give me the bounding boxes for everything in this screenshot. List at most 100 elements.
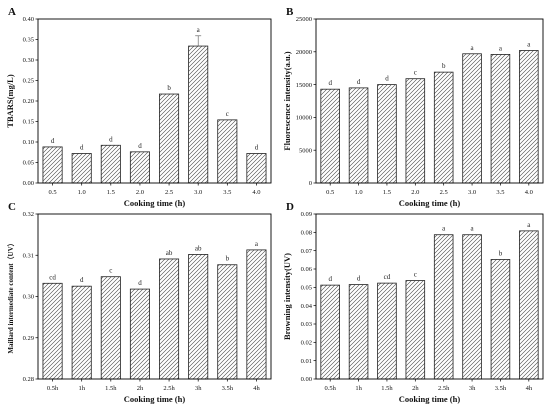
y-tick-label-d-5: 0.05 bbox=[301, 285, 312, 292]
x-tick-label-b-5: 3.0 bbox=[468, 189, 476, 196]
sig-letter-a-1: d bbox=[80, 143, 84, 151]
bar-d-0 bbox=[320, 284, 340, 380]
sig-letter-b-2: d bbox=[385, 75, 389, 83]
sig-letter-a-0: d bbox=[51, 137, 55, 145]
sig-letter-d-2: cd bbox=[384, 273, 391, 281]
bar-a-4 bbox=[159, 93, 180, 184]
x-tick-label-b-0: 0.5 bbox=[326, 189, 334, 196]
bar-b-5 bbox=[462, 53, 482, 184]
chart-panel-a: Ad 0.5 d 1.0 d 1.5 d 2.0 b 2.5 a 3.0 c 3.5 d 4.0 0.00 0.0… bbox=[5, 6, 272, 208]
y-tick-label-a-6: 0.30 bbox=[23, 57, 34, 64]
x-axis-title-c: Cooking time (h) bbox=[124, 394, 186, 404]
sig-letter-a-6: c bbox=[226, 110, 229, 118]
sig-letter-d-1: d bbox=[357, 275, 361, 283]
x-axis-title-a: Cooking time (h) bbox=[124, 198, 186, 208]
y-tick-label-c-3: 0.31 bbox=[23, 252, 34, 259]
bar-b-2 bbox=[377, 84, 397, 184]
x-axis-title-b: Cooking time (h) bbox=[399, 198, 461, 208]
sig-letter-c-5: ab bbox=[195, 244, 202, 252]
bar-c-7 bbox=[246, 249, 267, 380]
x-tick-label-c-4: 2.5h bbox=[163, 385, 175, 392]
bar-a-7 bbox=[246, 153, 267, 184]
sig-letter-a-7: d bbox=[255, 143, 259, 151]
chart-panel-b: Bd 0.5 d 1.0 d 1.5 c 2.0 b 2.5 a 3.0 a 3.5 a 4.0 0 5000 10… bbox=[282, 6, 544, 208]
x-tick-label-c-2: 1.5h bbox=[105, 385, 117, 392]
x-tick-label-d-7: 4h bbox=[526, 385, 533, 392]
y-tick-label-d-4: 0.04 bbox=[301, 303, 313, 310]
bar-b-1 bbox=[348, 87, 369, 184]
x-tick-label-b-2: 1.5 bbox=[383, 189, 391, 196]
x-tick-label-c-3: 2h bbox=[137, 385, 144, 392]
x-tick-label-c-6: 3.5h bbox=[222, 385, 234, 392]
y-tick-label-b-2: 10000 bbox=[296, 115, 312, 122]
sig-letter-c-0: cd bbox=[49, 273, 56, 281]
bar-d-7 bbox=[519, 230, 539, 380]
y-tick-label-b-3: 15000 bbox=[296, 82, 312, 89]
y-tick-label-c-1: 0.29 bbox=[23, 335, 34, 342]
y-tick-label-b-0: 0 bbox=[309, 180, 312, 187]
y-tick-label-d-8: 0.08 bbox=[301, 230, 312, 237]
y-tick-label-d-1: 0.01 bbox=[301, 358, 312, 365]
y-tick-label-a-7: 0.35 bbox=[23, 37, 34, 44]
bar-c-0 bbox=[42, 282, 63, 380]
x-tick-label-b-4: 2.5 bbox=[440, 189, 448, 196]
bar-d-1 bbox=[348, 284, 369, 380]
sig-letter-b-5: a bbox=[471, 44, 475, 52]
y-tick-label-b-1: 5000 bbox=[299, 147, 312, 154]
bar-a-2 bbox=[100, 144, 121, 184]
bar-c-1 bbox=[71, 285, 92, 380]
chart-panel-c: Ccd 0.5h d 1h c 1.5h d 2h ab 2.5h ab 3h b 3.5h a 4h 0.28… bbox=[7, 201, 272, 404]
y-tick-label-a-3: 0.15 bbox=[23, 119, 34, 126]
x-tick-label-c-7: 4h bbox=[253, 385, 260, 392]
x-tick-label-a-1: 1.0 bbox=[78, 189, 86, 196]
y-tick-label-d-6: 0.06 bbox=[301, 266, 313, 273]
sig-letter-d-4: a bbox=[442, 225, 446, 233]
bar-c-3 bbox=[129, 288, 150, 380]
x-tick-label-d-6: 3.5h bbox=[495, 385, 507, 392]
panel-label: C bbox=[8, 201, 16, 213]
panel-label: D bbox=[286, 201, 294, 213]
x-tick-label-a-0: 0.5 bbox=[49, 189, 57, 196]
sig-letter-d-6: b bbox=[499, 249, 503, 257]
sig-letter-b-7: a bbox=[527, 40, 531, 48]
sig-letter-b-0: d bbox=[328, 79, 332, 87]
x-tick-label-c-0: 0.5h bbox=[47, 385, 59, 392]
sig-letter-c-7: a bbox=[255, 240, 259, 248]
bar-a-1 bbox=[71, 153, 92, 184]
y-axis-title-c: Maillard intermediate content（UV） bbox=[7, 239, 15, 353]
sig-letter-d-5: a bbox=[471, 225, 475, 233]
x-tick-label-d-0: 0.5h bbox=[325, 385, 337, 392]
x-tick-label-d-4: 2.5h bbox=[438, 385, 450, 392]
x-tick-label-c-1: 1h bbox=[78, 385, 85, 392]
sig-letter-b-1: d bbox=[357, 78, 361, 86]
y-tick-label-d-0: 0.00 bbox=[301, 376, 312, 383]
sig-letter-a-3: d bbox=[138, 142, 142, 150]
bar-c-6 bbox=[217, 264, 238, 380]
x-tick-label-d-1: 1h bbox=[355, 385, 362, 392]
y-tick-label-a-8: 0.40 bbox=[23, 16, 34, 23]
y-tick-label-c-4: 0.32 bbox=[23, 211, 34, 218]
sig-letter-a-4: b bbox=[167, 84, 171, 92]
sig-letter-a-2: d bbox=[109, 135, 113, 143]
y-tick-label-b-5: 25000 bbox=[296, 16, 312, 23]
panel-label: A bbox=[8, 6, 16, 18]
y-tick-label-d-9: 0.09 bbox=[301, 211, 312, 218]
sig-letter-a-5: a bbox=[197, 26, 201, 34]
x-tick-label-b-1: 1.0 bbox=[355, 189, 363, 196]
chart-panel-d: Dd 0.5h d 1h cd 1.5h c 2h a 2.5h a 3h b 3.5h a 4h 0.00 0.… bbox=[282, 201, 544, 404]
x-tick-label-d-2: 1.5h bbox=[381, 385, 393, 392]
bar-a-5 bbox=[188, 45, 209, 184]
bar-a-6 bbox=[217, 119, 238, 184]
x-tick-label-d-3: 2h bbox=[412, 385, 419, 392]
bar-b-7 bbox=[519, 50, 539, 184]
x-tick-label-b-7: 4.0 bbox=[525, 189, 533, 196]
bar-c-5 bbox=[188, 254, 209, 380]
y-tick-label-c-0: 0.28 bbox=[23, 376, 34, 383]
y-tick-label-c-2: 0.30 bbox=[23, 294, 34, 301]
plot-frame-d bbox=[315, 213, 544, 380]
y-axis-title-a: TBARS(mg/L) bbox=[5, 74, 15, 128]
sig-letter-d-7: a bbox=[527, 221, 531, 229]
sig-letter-c-2: c bbox=[109, 267, 112, 275]
